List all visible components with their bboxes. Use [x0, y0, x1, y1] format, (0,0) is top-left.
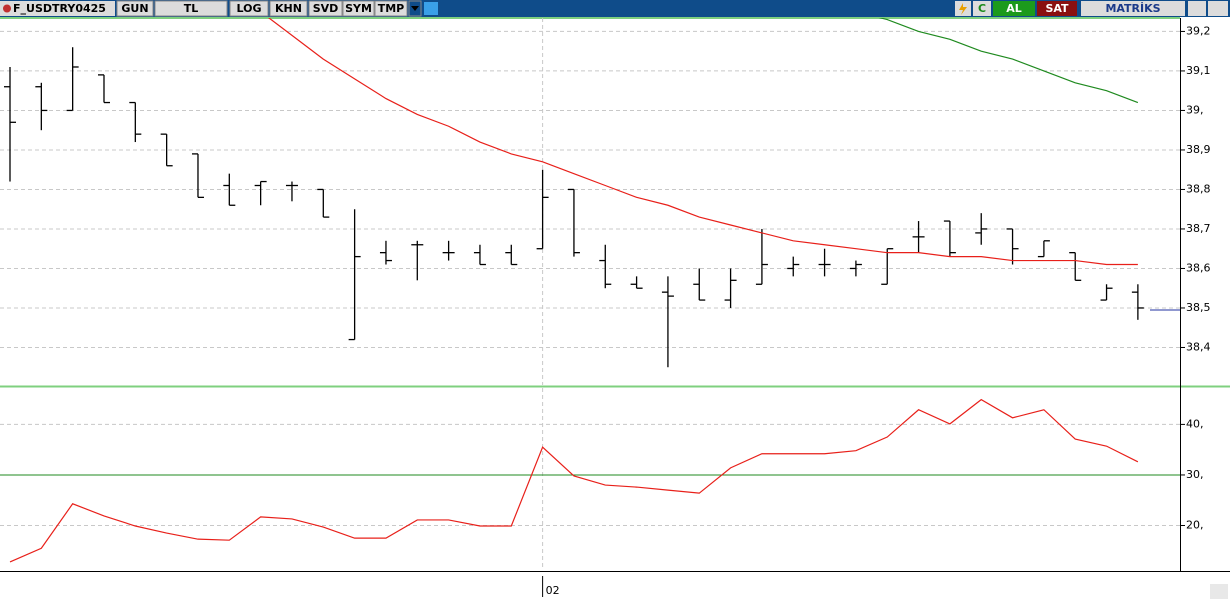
- button-label: KHN: [275, 2, 302, 15]
- y-tick-label: 38,9: [1186, 143, 1211, 156]
- line-series: [268, 18, 1138, 266]
- y-tick-label: 39,: [1186, 103, 1204, 116]
- twitter-icon[interactable]: [424, 2, 438, 15]
- corner-icon[interactable]: [1210, 584, 1228, 599]
- button[interactable]: [229, 0, 269, 17]
- line-series: [878, 18, 1139, 104]
- line-series: [9, 398, 1139, 563]
- button-label: TL: [184, 2, 199, 15]
- y-tick-label: 40,: [1186, 417, 1204, 430]
- symbol: F_USDTRY0425: [13, 2, 106, 15]
- indicator-panel: [0, 388, 1180, 570]
- button[interactable]: [342, 0, 375, 17]
- dropdown[interactable]: [411, 6, 419, 11]
- button-label: C: [978, 2, 986, 15]
- y-tick-label: 39,1: [1186, 64, 1211, 77]
- y-tick-label: 38,5: [1186, 301, 1211, 314]
- button[interactable]: [993, 1, 1035, 16]
- y-tick-label: 38,4: [1186, 340, 1211, 353]
- button[interactable]: [973, 1, 991, 16]
- button-label: SYM: [345, 2, 372, 15]
- button-label: LOG: [237, 2, 262, 15]
- x-tick-label: 02: [546, 584, 560, 597]
- button-label: MATRİKS: [1105, 1, 1160, 15]
- y-tick-label: 30,: [1186, 468, 1204, 481]
- y-tick-label: 38,8: [1186, 182, 1211, 195]
- y-tick-label: 38,6: [1186, 261, 1211, 274]
- price-panel: [0, 18, 1180, 385]
- right-buttons: C AL SAT MATRİKS: [973, 1, 1185, 16]
- flash: [959, 3, 967, 15]
- menu-icon[interactable]: [1188, 1, 1206, 16]
- button[interactable]: [116, 0, 154, 17]
- button-label: GUN: [121, 2, 148, 15]
- button[interactable]: [1081, 1, 1185, 16]
- symbol-box[interactable]: [0, 1, 115, 16]
- button-label: SVD: [313, 2, 339, 15]
- button[interactable]: [374, 0, 408, 17]
- button[interactable]: [1037, 1, 1077, 16]
- button-label: AL: [1006, 2, 1022, 15]
- y-tick-label: 39,2: [1186, 24, 1211, 37]
- y-tick-label: 20,: [1186, 519, 1204, 532]
- button[interactable]: [308, 0, 343, 17]
- button-label: TMP: [378, 2, 405, 15]
- dropdown-box[interactable]: [408, 0, 422, 17]
- buttons: GUN TL LOG KHN SVD SYM TMP: [116, 0, 408, 17]
- axes: 38,4 38,5 38,6 38,7 38,8 38,9 39, 39,1 39,2 20, 30…: [542, 24, 1211, 597]
- button-label: SAT: [1045, 2, 1069, 15]
- minimize-icon[interactable]: [1208, 1, 1228, 16]
- symbol-icon: [3, 4, 11, 13]
- button[interactable]: [269, 0, 308, 17]
- y-tick-label: 38,7: [1186, 222, 1211, 235]
- button[interactable]: [154, 0, 228, 17]
